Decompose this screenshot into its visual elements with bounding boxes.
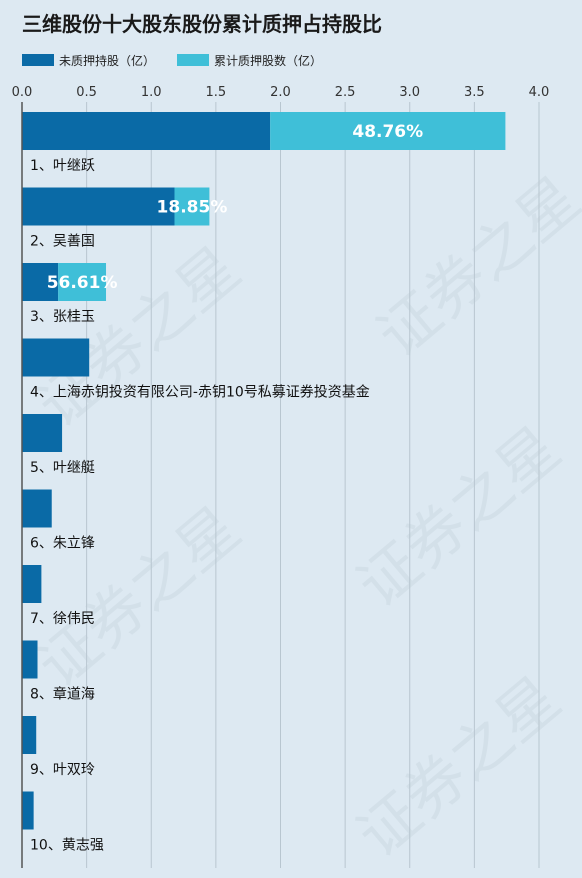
bar-unpledged-5 [22,414,63,452]
category-label-9: 9、叶双玲 [30,762,95,778]
category-label-2: 2、吴善国 [30,234,95,250]
bar-pledged-1 [270,112,506,150]
x-tick-label-4: 2.0 [270,85,291,100]
bar-unpledged-4 [22,338,90,377]
bar-pledged-2 [174,187,210,226]
legend-label-pledged: 累计质押股数（亿） [214,53,323,68]
bar-unpledged-6 [22,489,52,528]
x-tick-label-8: 4.0 [529,85,550,100]
watermark-2: 证券之星 [365,164,582,372]
bar-pledged-3 [58,263,107,301]
legend-swatch-pledged [177,54,210,66]
bar-unpledged-9 [22,716,37,754]
bar-unpledged-1 [22,112,271,150]
category-label-10: 10、黄志强 [30,837,104,854]
legend-label-unpledged: 未质押持股（亿） [59,53,156,68]
x-tick-label-7: 3.5 [464,85,485,100]
category-label-6: 6、朱立锋 [30,536,95,552]
category-label-5: 5、叶继艇 [30,460,95,476]
legend-swatch-unpledged [22,54,54,66]
x-tick-label-3: 1.5 [206,85,227,100]
bars: 48.76% 18.85% 56.61% [22,112,506,830]
bar-unpledged-8 [22,640,38,679]
x-tick-label-5: 2.5 [335,85,356,100]
category-label-8: 8、章道海 [30,686,95,703]
legend: 未质押持股（亿） 累计质押股数（亿） [22,52,344,68]
x-tick-label-0: 0.0 [12,85,33,100]
bar-unpledged-3 [22,263,59,301]
grid-lines [86,102,540,868]
x-tick-label-2: 1.0 [141,85,162,100]
x-tick-label-1: 0.5 [76,85,97,100]
x-tick-label-6: 3.0 [399,85,420,100]
data-label-3: 56.61% [47,273,118,293]
bar-unpledged-7 [22,565,42,603]
watermark-1: 证券之星 [25,494,254,702]
legend-item-unpledged: 未质押持股（亿） [22,52,155,69]
data-label-1: 48.76% [352,122,423,142]
category-labels: 1、叶继跃 2、吴善国 3、张桂玉 4、上海赤钥投资有限公司-赤钥10号私募证券投资基… [30,158,370,854]
chart-title: 三维股份十大股东股份累计质押占持股比 [22,12,382,36]
category-label-4: 4、上海赤钥投资有限公司-赤钥10号私募证券投资基金 [30,384,370,401]
bar-unpledged-2 [22,187,175,226]
x-axis-ticks: 0.0 0.5 1.0 1.5 2.0 2.5 3.0 3.5 4.0 [12,85,550,100]
category-label-7: 7、徐伟民 [30,611,95,627]
legend-item-pledged: 累计质押股数（亿） [177,52,322,69]
data-label-2: 18.85% [157,198,228,218]
bar-unpledged-10 [22,791,34,830]
category-label-1: 1、叶继跃 [30,158,95,174]
category-label-3: 3、张桂玉 [30,309,95,325]
